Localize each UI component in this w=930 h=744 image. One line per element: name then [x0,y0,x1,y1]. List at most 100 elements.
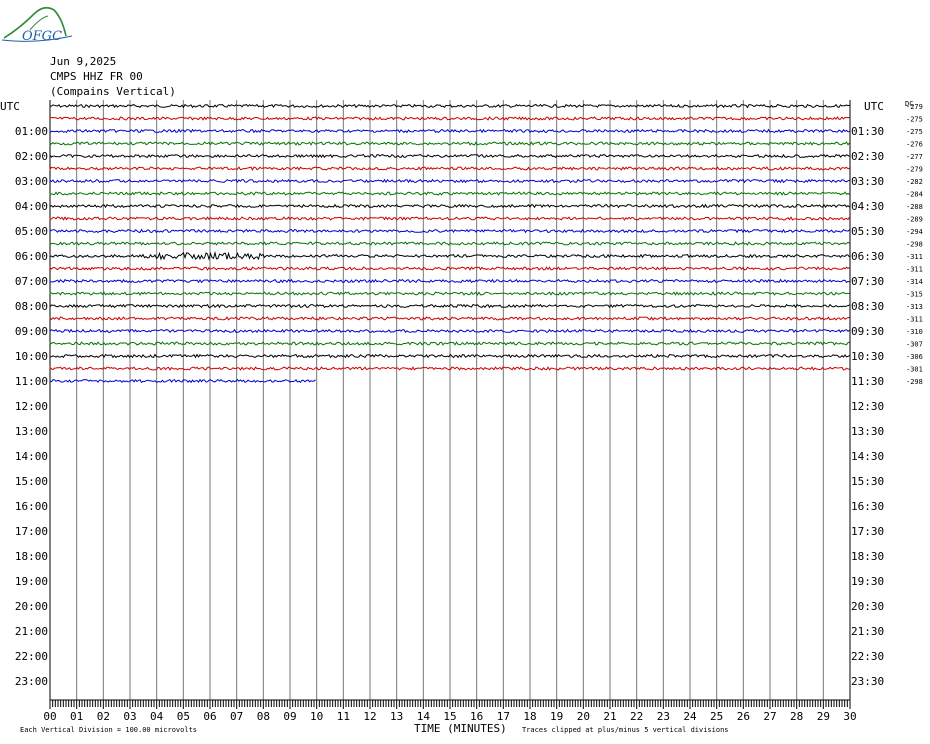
dc-offset-label: -298 [906,241,923,249]
seismic-trace [49,216,850,221]
seismic-trace [49,278,850,284]
dc-offset-label: -311 [906,253,923,261]
hour-label-left: 14:00 [15,450,48,463]
x-tick-label: 05 [177,710,190,723]
hour-label-left: 17:00 [15,525,48,538]
seismic-trace [49,153,850,159]
seismic-trace [49,203,850,209]
x-tick-label: 23 [657,710,670,723]
dc-offset-label: -301 [906,366,923,374]
half-hour-label-right: 21:30 [851,625,884,638]
seismic-trace [49,191,850,196]
dc-offset-label: -307 [906,341,923,349]
seismic-trace [49,141,850,146]
dc-offset-label: -276 [906,141,923,149]
x-tick-label: 29 [817,710,830,723]
x-tick-label: 09 [283,710,296,723]
x-tick-label: 07 [230,710,243,723]
half-hour-label-right: 04:30 [851,200,884,213]
hour-label-left: 10:00 [15,350,48,363]
x-tick-label: 01 [70,710,83,723]
dc-offset-label: -313 [906,303,923,311]
seismic-trace [49,103,850,109]
hour-label-left: 04:00 [15,200,48,213]
seismic-trace [49,341,850,346]
half-hour-label-right: 10:30 [851,350,884,363]
station-location: (Compains Vertical) [50,85,176,98]
x-tick-label: 15 [443,710,456,723]
ofgc-logo: OFGC [1,6,73,44]
hour-label-left: 13:00 [15,425,48,438]
dc-offset-label: -294 [906,228,923,236]
hour-label-left: 05:00 [15,225,48,238]
half-hour-label-right: 13:30 [851,425,884,438]
seismic-trace [49,250,850,261]
x-tick-label: 02 [97,710,110,723]
seismic-trace [49,116,850,121]
half-hour-label-right: 08:30 [851,300,884,313]
seismic-trace [49,365,850,371]
x-axis-title: TIME (MINUTES) [414,722,507,735]
seismic-trace [49,178,850,184]
station-code: CMPS HHZ FR 00 [50,70,143,83]
half-hour-label-right: 09:30 [851,325,884,338]
x-tick-label: 13 [390,710,403,723]
dc-offset-label: -275 [906,116,923,124]
x-tick-label: 16 [470,710,483,723]
x-tick-label: 28 [790,710,803,723]
x-tick-label: 17 [497,710,510,723]
x-tick-label: 11 [337,710,350,723]
x-tick-label: 24 [683,710,697,723]
seismic-trace [49,328,850,334]
x-tick-label: 21 [603,710,616,723]
hour-label-left: 06:00 [15,250,48,263]
x-tick-label: 20 [577,710,590,723]
x-tick-label: 03 [123,710,136,723]
seismic-trace [49,266,850,271]
half-hour-label-right: 18:30 [851,550,884,563]
seismic-trace [49,353,850,359]
hour-label-left: 19:00 [15,575,48,588]
x-tick-label: 25 [710,710,723,723]
hour-label-left: 12:00 [15,400,48,413]
x-tick-label: 06 [203,710,216,723]
dc-offset-label: -311 [906,316,923,324]
x-tick-label: 30 [843,710,856,723]
half-hour-label-right: 12:30 [851,400,884,413]
hour-label-left: 03:00 [15,175,48,188]
x-tick-label: 08 [257,710,270,723]
hour-label-left: 22:00 [15,650,48,663]
half-hour-label-right: 22:30 [851,650,884,663]
chart-date: Jun 9,2025 [50,55,117,68]
seismic-trace [49,241,850,246]
half-hour-label-right: 07:30 [851,275,884,288]
dc-offset-label: -288 [906,203,923,211]
hour-label-left: 18:00 [15,550,48,563]
hour-label-left: 11:00 [15,375,48,388]
half-hour-label-right: 16:30 [851,500,884,513]
hour-label-left: 20:00 [15,600,48,613]
half-hour-label-right: 20:30 [851,600,884,613]
seismic-trace [49,303,850,309]
seismic-trace [49,166,850,172]
half-hour-label-right: 17:30 [851,525,884,538]
half-hour-label-right: 14:30 [851,450,884,463]
dc-offset-label: -284 [906,191,923,199]
hour-label-left: 01:00 [15,125,48,138]
dc-offset-label: -275 [906,128,923,136]
x-tick-label: 10 [310,710,323,723]
dc-offset-label: -289 [906,216,923,224]
seismic-trace [49,291,850,296]
dc-offset-label: -314 [906,278,923,286]
x-tick-label: 27 [763,710,776,723]
hour-label-left: 16:00 [15,500,48,513]
dc-offset-label: -306 [906,353,923,361]
x-tick-label: 18 [523,710,536,723]
seismic-trace [49,228,850,234]
seismic-trace [49,316,850,321]
dc-header: DC [905,100,913,108]
half-hour-label-right: 06:30 [851,250,884,263]
half-hour-label-right: 03:30 [851,175,884,188]
logo-mountain-swoosh [3,6,67,39]
